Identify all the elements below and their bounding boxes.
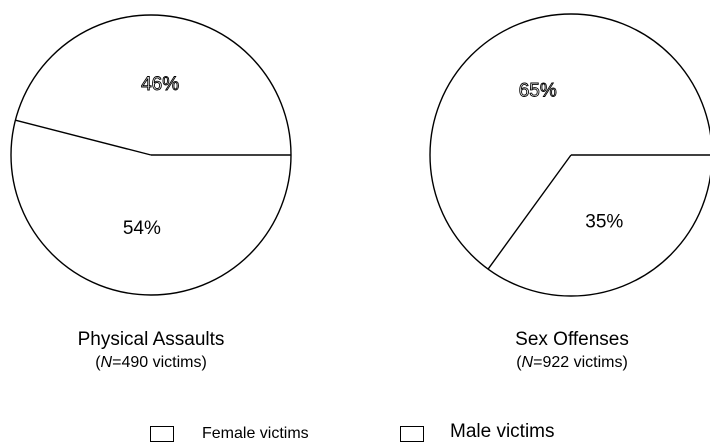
- legend-label-male: Male victims: [450, 421, 555, 442]
- legend-item-male: Male victims: [400, 421, 555, 443]
- slice-divider-sex-offenses-2: [487, 154, 572, 270]
- pie-subtitle-physical-assaults: (N=490 victims): [95, 354, 207, 371]
- legend: Female victims Male victims: [0, 421, 710, 447]
- slice-label-physical-assaults-2: 54%: [123, 218, 161, 239]
- pie-physical-assaults: 46% 54%: [10, 14, 292, 296]
- caption-physical-assaults: Physical Assaults (N=490 victims): [1, 328, 301, 374]
- pie-title-sex-offenses: Sex Offenses: [515, 329, 629, 350]
- slice-label-sex-offenses-1: 65%: [519, 81, 557, 102]
- pie-title-physical-assaults: Physical Assaults: [77, 329, 225, 350]
- caption-sex-offenses: Sex Offenses (N=922 victims): [422, 328, 710, 374]
- slice-divider-physical-assaults-2: [15, 119, 152, 156]
- slice-label-sex-offenses-2: 35%: [585, 211, 623, 232]
- n-count: =922 victims: [533, 354, 623, 371]
- legend-label-female: Female victims: [202, 425, 309, 442]
- slice-label-physical-assaults-1: 46%: [141, 74, 179, 95]
- legend-swatch-female: [150, 426, 174, 442]
- legend-item-female: Female victims: [150, 425, 309, 443]
- n-count: =490 victims: [112, 354, 202, 371]
- pie-outline-sex-offenses: [429, 13, 710, 297]
- pie-sex-offenses: 65% 35%: [429, 13, 710, 297]
- n-symbol: N: [521, 354, 534, 371]
- n-symbol: N: [100, 354, 113, 371]
- pie-subtitle-sex-offenses: (N=922 victims): [516, 354, 628, 371]
- legend-swatch-male: [400, 426, 424, 442]
